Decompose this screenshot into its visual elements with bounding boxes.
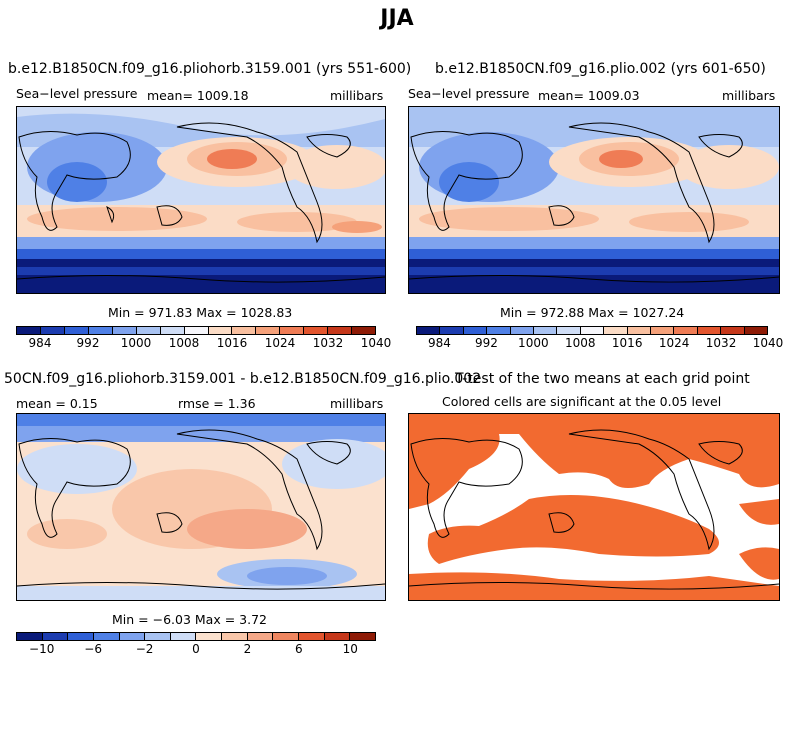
- panel1-minmax: Min = 971.83 Max = 1028.83: [108, 305, 293, 320]
- colorbar-swatch: [510, 327, 535, 334]
- colorbar-swatch: [17, 327, 41, 334]
- panel3-units-label: millibars: [330, 396, 384, 411]
- colorbar-swatch: [196, 633, 223, 640]
- colorbar-tick-label: −2: [135, 642, 154, 656]
- colorbar-tick-label: 0: [192, 642, 200, 656]
- colorbar-swatch: [280, 327, 305, 334]
- colorbar-swatch: [440, 327, 464, 334]
- colorbar-swatch: [350, 633, 375, 640]
- colorbar-tick-label: 1032: [312, 336, 344, 350]
- panel1-colorbar: [16, 326, 376, 335]
- colorbar-tick-label: 1032: [705, 336, 737, 350]
- panel4-subtitle: Colored cells are significant at the 0.0…: [442, 394, 722, 409]
- colorbar-swatch: [160, 327, 185, 334]
- colorbar-tick-label: 1016: [611, 336, 643, 350]
- panel3-colorbar-ticks: −10 −6 −2 0 2 6 10: [16, 641, 376, 657]
- colorbar-tick-label: −10: [29, 642, 55, 656]
- colorbar-swatch: [674, 327, 698, 334]
- colorbar-swatch: [112, 327, 137, 334]
- panel1-colorbar-ticks: 984 992 1000 1008 1016 1024 1032 1040: [16, 335, 392, 351]
- panel1-mean-label: mean= 1009.18: [147, 88, 249, 103]
- colorbar-swatch: [604, 327, 628, 334]
- colorbar-swatch: [256, 327, 281, 334]
- colorbar-tick-label: 2: [243, 642, 252, 656]
- colorbar-tick-label: 1016: [216, 336, 248, 350]
- colorbar-swatch: [328, 327, 353, 334]
- colorbar-swatch: [744, 327, 768, 334]
- colorbar-swatch: [119, 633, 146, 640]
- colorbar-swatch: [580, 327, 605, 334]
- panel2-colorbar-ticks: 984 992 1000 1008 1016 1024 1032 1040: [416, 335, 783, 351]
- panel2-variable-label: Sea−level pressure: [408, 86, 530, 101]
- colorbar-swatch: [17, 633, 43, 640]
- colorbar-swatch: [557, 327, 581, 334]
- colorbar-tick-label: 992: [474, 336, 498, 350]
- colorbar-swatch: [273, 633, 300, 640]
- panel1-map: [16, 106, 386, 294]
- colorbar-swatch: [247, 633, 274, 640]
- colorbar-swatch: [352, 327, 376, 334]
- panel2-map: [408, 106, 780, 294]
- colorbar-tick-label: 1008: [564, 336, 596, 350]
- colorbar-swatch: [208, 327, 233, 334]
- figure-title: JJA: [380, 6, 414, 31]
- colorbar-swatch: [42, 633, 69, 640]
- colorbar-tick-label: 1000: [120, 336, 152, 350]
- colorbar-tick-label: 1040: [752, 336, 784, 350]
- panel3-minmax: Min = −6.03 Max = 3.72: [112, 612, 267, 627]
- colorbar-swatch: [222, 633, 248, 640]
- colorbar-swatch: [40, 327, 65, 334]
- colorbar-swatch: [534, 327, 558, 334]
- colorbar-tick-label: 1024: [264, 336, 296, 350]
- colorbar-swatch: [627, 327, 652, 334]
- colorbar-tick-label: 10: [342, 642, 358, 656]
- colorbar-tick-label: 984: [428, 336, 451, 350]
- panel4-map: [408, 413, 780, 601]
- colorbar-swatch: [145, 633, 171, 640]
- panel2-title: b.e12.B1850CN.f09_g16.plio.002 (yrs 601-…: [435, 61, 766, 77]
- colorbar-swatch: [184, 327, 209, 334]
- colorbar-swatch: [64, 327, 89, 334]
- colorbar-swatch: [651, 327, 675, 334]
- colorbar-tick-label: 6: [295, 642, 303, 656]
- panel3-colorbar: [16, 632, 376, 641]
- colorbar-tick-label: 1040: [360, 336, 392, 350]
- panel4-title: T-test of the two means at each grid poi…: [455, 371, 750, 387]
- colorbar-swatch: [232, 327, 257, 334]
- panel3-mean-label: mean = 0.15: [16, 396, 98, 411]
- colorbar-swatch: [324, 633, 351, 640]
- colorbar-swatch: [463, 327, 488, 334]
- panel3-rmse-label: rmse = 1.36: [178, 396, 256, 411]
- colorbar-tick-label: 992: [76, 336, 100, 350]
- panel3-map: [16, 413, 386, 601]
- colorbar-swatch: [697, 327, 722, 334]
- colorbar-swatch: [68, 633, 94, 640]
- panel1-units-label: millibars: [330, 88, 384, 103]
- panel1-variable-label: Sea−level pressure: [16, 86, 138, 101]
- colorbar-tick-label: 1024: [658, 336, 690, 350]
- colorbar-tick-label: 984: [28, 336, 52, 350]
- panel2-mean-label: mean= 1009.03: [538, 88, 640, 103]
- colorbar-swatch: [88, 327, 113, 334]
- colorbar-swatch: [721, 327, 745, 334]
- colorbar-swatch: [417, 327, 441, 334]
- colorbar-swatch: [487, 327, 511, 334]
- colorbar-tick-label: −6: [84, 642, 102, 656]
- colorbar-swatch: [93, 633, 120, 640]
- panel2-units-label: millibars: [722, 88, 776, 103]
- colorbar-swatch: [299, 633, 325, 640]
- panel1-title: b.e12.B1850CN.f09_g16.pliohorb.3159.001 …: [8, 61, 412, 77]
- panel2-colorbar: [416, 326, 768, 335]
- panel3-title: 50CN.f09_g16.pliohorb.3159.001 - b.e12.B…: [4, 371, 482, 387]
- colorbar-swatch: [170, 633, 197, 640]
- colorbar-tick-label: 1008: [168, 336, 200, 350]
- colorbar-tick-label: 1000: [518, 336, 549, 350]
- colorbar-swatch: [304, 327, 329, 334]
- colorbar-swatch: [136, 327, 161, 334]
- panel2-minmax: Min = 972.88 Max = 1027.24: [500, 305, 685, 320]
